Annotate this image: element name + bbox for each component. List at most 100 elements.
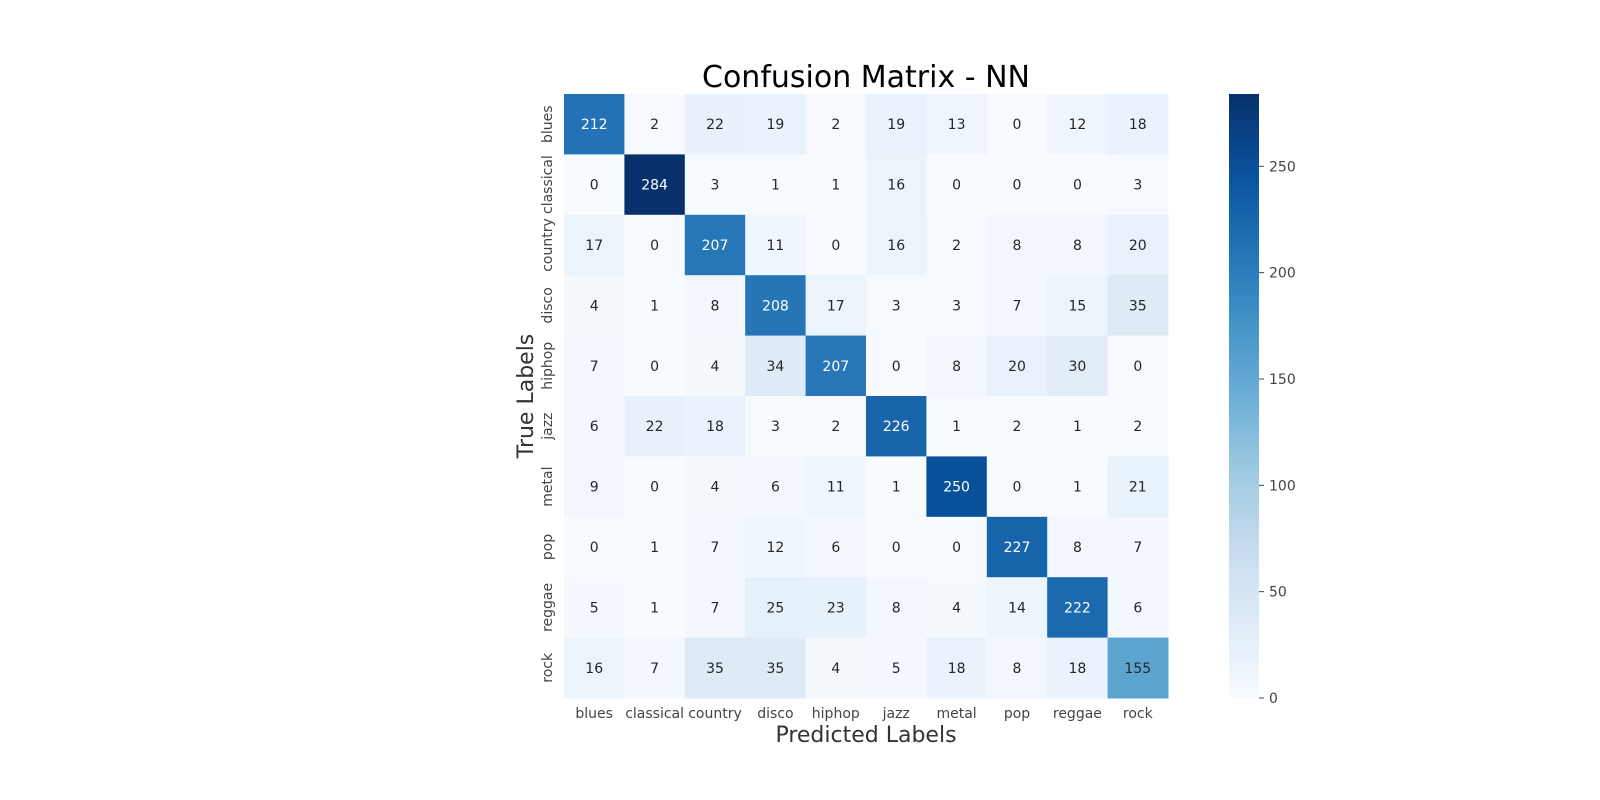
heatmap-cell — [1107, 456, 1169, 518]
heatmap-cell — [986, 94, 1048, 155]
cell-value-label: 4 — [711, 480, 720, 496]
y-tick-label: classical — [540, 155, 556, 214]
cell-value-label: 0 — [650, 480, 659, 496]
cell-value-label: 8 — [711, 298, 720, 314]
heatmap-cell — [684, 154, 746, 216]
cell-value-label: 0 — [1013, 117, 1022, 133]
cell-value-label: 7 — [711, 600, 720, 616]
heatmap-cell — [564, 637, 625, 699]
heatmap-cell — [564, 516, 625, 578]
heatmap-cell — [1047, 637, 1109, 699]
heatmap-cell — [745, 154, 807, 216]
heatmap-cell — [1047, 577, 1109, 639]
heatmap-cell — [1047, 94, 1109, 155]
cell-value-label: 11 — [766, 238, 784, 254]
cell-value-label: 0 — [952, 178, 961, 194]
cell-value-label: 1 — [650, 600, 659, 616]
heatmap-cell — [745, 577, 807, 639]
cell-value-label: 6 — [590, 419, 599, 435]
heatmap-cell — [624, 516, 686, 578]
heatmap-cell — [624, 577, 686, 639]
cell-value-label: 3 — [711, 178, 720, 194]
x-tick-label: reggae — [1053, 706, 1102, 722]
heatmap-cell — [1047, 154, 1109, 216]
heatmap-cell — [1107, 637, 1169, 699]
heatmap-cell — [926, 335, 988, 397]
cell-value-label: 3 — [892, 298, 901, 314]
cell-value-label: 284 — [641, 178, 668, 194]
cell-value-label: 227 — [1004, 540, 1031, 556]
heatmap-cell — [926, 577, 988, 639]
heatmap-cell — [624, 275, 686, 337]
heatmap-cell — [745, 335, 807, 397]
heatmap-cell-labels: 212 2 22 19 2 19 13 0 12 180 284 3 1 1 16 0 0 0 317 0 207 11 0… — [581, 117, 1151, 677]
heatmap-cell — [1107, 94, 1169, 155]
cell-value-label: 12 — [766, 540, 784, 556]
cell-value-label: 6 — [771, 480, 780, 496]
heatmap-cell — [866, 456, 927, 518]
y-tick-label: jazz — [540, 413, 556, 441]
cell-value-label: 2 — [1133, 419, 1142, 435]
heatmap-cell — [986, 396, 1048, 457]
cell-value-label: 7 — [1013, 298, 1022, 314]
colorbar-gradient — [1229, 94, 1259, 698]
y-tick-label: rock — [540, 652, 556, 683]
cell-value-label: 0 — [1133, 359, 1142, 375]
x-tick-label: rock — [1123, 706, 1154, 722]
colorbar-tick-label: 50 — [1269, 585, 1287, 601]
heatmap-cell — [1107, 214, 1169, 276]
heatmap-cell — [745, 637, 807, 699]
heatmap-cell — [1047, 275, 1109, 337]
cell-value-label: 19 — [887, 117, 905, 133]
heatmap-cell — [684, 637, 746, 699]
heatmap-cell — [926, 94, 988, 155]
y-tick-label: metal — [540, 466, 556, 506]
y-axis-tick-labels: blues classical country disco hiphop jazz meta… — [540, 105, 556, 682]
cell-value-label: 17 — [585, 238, 603, 254]
heatmap-cell — [986, 637, 1048, 699]
cell-value-label: 7 — [711, 540, 720, 556]
cell-value-label: 0 — [590, 540, 599, 556]
heatmap-cell — [866, 396, 927, 457]
cell-value-label: 0 — [650, 238, 659, 254]
heatmap-cell — [866, 94, 927, 155]
colorbar-tick-label: 100 — [1269, 478, 1296, 494]
cell-value-label: 21 — [1129, 480, 1147, 496]
cell-value-label: 7 — [650, 661, 659, 677]
cell-value-label: 20 — [1008, 359, 1026, 375]
y-tick-label: country — [540, 218, 556, 272]
cell-value-label: 8 — [892, 600, 901, 616]
heatmap-cell — [986, 516, 1048, 578]
cell-value-label: 16 — [887, 238, 905, 254]
cell-value-label: 0 — [650, 359, 659, 375]
cell-value-label: 8 — [1073, 238, 1082, 254]
colorbar: 0 50 100 150 200 250 — [1229, 94, 1296, 707]
cell-value-label: 5 — [590, 600, 599, 616]
cell-value-label: 17 — [827, 298, 845, 314]
heatmap-cell — [926, 637, 988, 699]
heatmap-cell — [866, 516, 927, 578]
heatmap-cell — [926, 154, 988, 216]
heatmap-cell — [564, 456, 625, 518]
cell-value-label: 0 — [590, 178, 599, 194]
heatmap-cell — [805, 637, 867, 699]
cell-value-label: 6 — [1133, 600, 1142, 616]
heatmap-cell — [624, 456, 686, 518]
cell-value-label: 8 — [1013, 238, 1022, 254]
cell-value-label: 18 — [1068, 661, 1086, 677]
heatmap-cell — [745, 516, 807, 578]
heatmap-cell — [1047, 396, 1109, 457]
cell-value-label: 250 — [943, 480, 970, 496]
heatmap-cell — [926, 214, 988, 276]
cell-value-label: 22 — [646, 419, 664, 435]
x-tick-label: classical — [625, 706, 684, 722]
cell-value-label: 0 — [952, 540, 961, 556]
cell-value-label: 1 — [650, 540, 659, 556]
y-tick-label: reggae — [540, 583, 556, 632]
heatmap-cell — [745, 456, 807, 518]
heatmap-cell — [926, 456, 988, 518]
cell-value-label: 3 — [771, 419, 780, 435]
heatmap-cell — [624, 214, 686, 276]
heatmap-cells — [564, 94, 1169, 699]
